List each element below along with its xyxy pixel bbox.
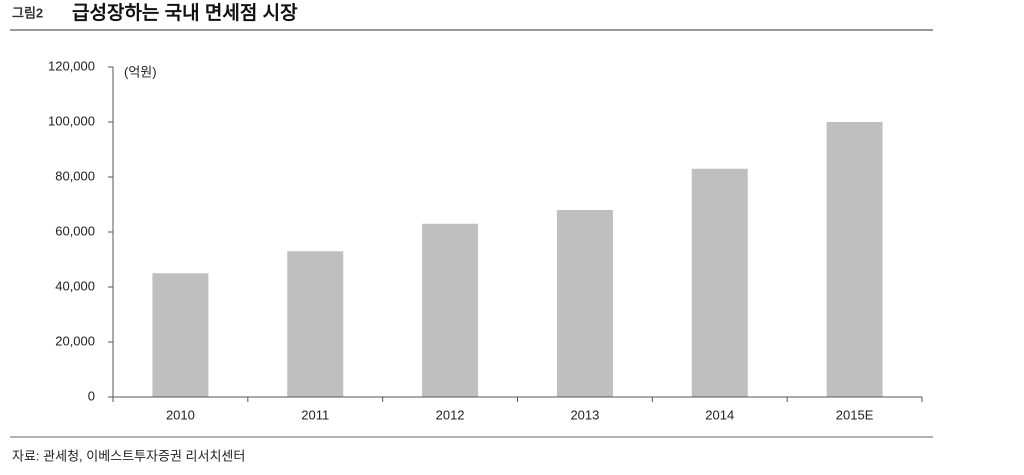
source-note: 자료: 관세청, 이베스트투자증권 리서치센터 (12, 448, 245, 463)
y-tick-label: 0 (88, 388, 95, 403)
bar (152, 273, 209, 397)
bar (556, 210, 613, 397)
bar (691, 168, 748, 397)
x-tick-label: 2013 (570, 407, 599, 422)
bar (422, 223, 479, 397)
bar (826, 122, 883, 397)
y-tick-label: 100,000 (48, 113, 95, 128)
unit-label: (억원) (124, 64, 157, 79)
y-tick-label: 120,000 (48, 58, 95, 73)
y-tick-label: 60,000 (55, 223, 95, 238)
x-tick-label: 2014 (705, 407, 734, 422)
y-tick-label: 80,000 (55, 168, 95, 183)
y-tick-label: 40,000 (55, 278, 95, 293)
figure-label: 그림2 (12, 5, 43, 20)
x-tick-label: 2010 (166, 407, 195, 422)
x-tick-label: 2012 (436, 407, 465, 422)
bar (287, 251, 344, 397)
x-tick-label: 2011 (301, 407, 329, 422)
y-tick-label: 20,000 (55, 333, 95, 348)
chart-title: 급성장하는 국내 면세점 시장 (72, 2, 298, 24)
x-tick-label: 2015E (836, 407, 874, 422)
